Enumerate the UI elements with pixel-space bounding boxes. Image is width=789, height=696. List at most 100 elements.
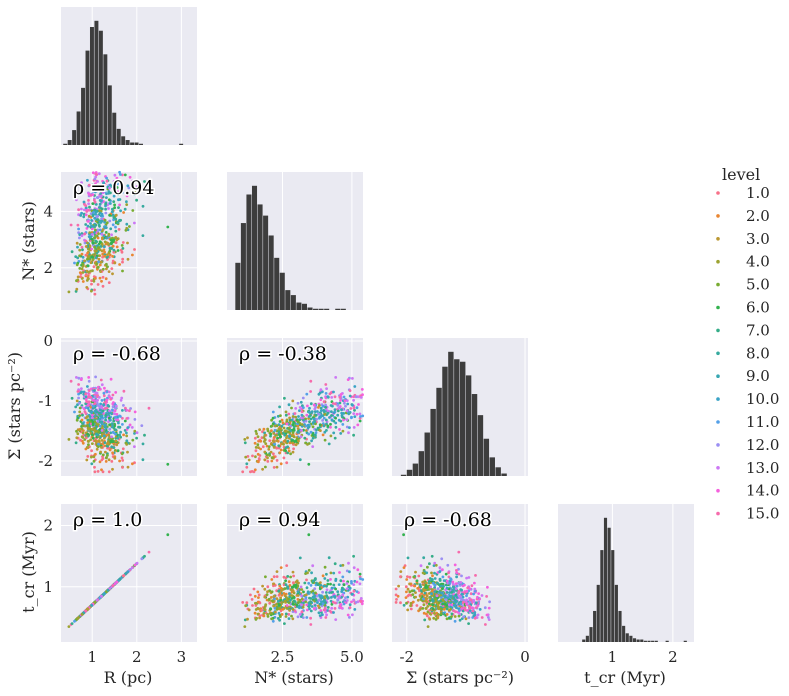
scatter-point — [414, 591, 417, 594]
scatter-point — [292, 447, 295, 451]
scatter-point — [281, 607, 285, 611]
scatter-point — [109, 202, 112, 205]
scatter-point — [431, 603, 435, 607]
scatter-point — [275, 575, 279, 578]
scatter-point — [282, 575, 286, 579]
scatter-point — [67, 290, 71, 294]
scatter-point — [328, 609, 332, 613]
scatter-point — [78, 236, 81, 240]
scatter-point — [275, 597, 279, 600]
scatter-point — [305, 616, 309, 619]
scatter-point — [422, 603, 426, 607]
hist-bar — [589, 627, 593, 642]
hist-bar — [263, 215, 269, 310]
scatter-point — [447, 571, 450, 575]
scatter-point — [331, 404, 334, 408]
scatter-point — [252, 587, 256, 591]
scatter-point — [96, 236, 100, 240]
scatter-point — [261, 467, 264, 471]
scatter-point — [358, 412, 362, 416]
scatter-point — [98, 417, 102, 421]
scatter-point — [133, 410, 137, 414]
scatter-point — [261, 584, 264, 588]
scatter-point — [445, 591, 449, 594]
hist-bar — [400, 474, 407, 476]
scatter-point — [166, 462, 170, 466]
hist-bar — [460, 361, 466, 476]
scatter-point — [460, 588, 463, 592]
hist-bar — [636, 639, 640, 642]
scatter-point — [304, 419, 308, 423]
scatter-point — [331, 600, 335, 604]
hist-bar — [683, 640, 687, 642]
scatter-point — [292, 599, 296, 603]
scatter-point — [77, 213, 80, 217]
scatter-point — [420, 591, 424, 595]
scatter-point — [460, 574, 463, 578]
scatter-point — [296, 431, 300, 434]
scatter-point — [93, 216, 97, 220]
scatter-point — [80, 613, 84, 616]
scatter-point — [321, 433, 325, 437]
scatter-point — [244, 455, 248, 459]
scatter-point — [109, 377, 113, 381]
scatter-point — [309, 616, 312, 620]
legend-label: 4.0 — [746, 253, 770, 271]
scatter-point — [103, 423, 107, 427]
scatter-point — [94, 228, 97, 232]
scatter-point — [272, 466, 276, 469]
scatter-point — [135, 198, 139, 202]
scatter-point — [334, 402, 337, 406]
scatter-point — [84, 239, 88, 243]
scatter-point — [116, 178, 119, 182]
scatter-point — [474, 606, 478, 609]
scatter-point — [122, 389, 126, 393]
scatter-point — [109, 439, 113, 443]
scatter-point — [91, 416, 94, 420]
scatter-point — [440, 557, 444, 561]
scatter-point — [313, 594, 316, 598]
scatter-point — [312, 607, 316, 610]
scatter-point — [470, 584, 474, 588]
scatter-point — [473, 581, 476, 585]
scatter-point — [112, 200, 116, 204]
hist-bar — [471, 394, 478, 476]
scatter-point — [330, 606, 334, 610]
scatter-point — [273, 597, 276, 601]
scatter-point — [96, 228, 100, 232]
scatter-point — [125, 417, 129, 420]
scatter-point — [304, 424, 308, 428]
scatter-point — [412, 575, 416, 579]
scatter-point — [96, 214, 100, 218]
scatter-point — [274, 610, 277, 614]
scatter-point — [440, 612, 443, 615]
scatter-point — [112, 180, 116, 183]
scatter-point — [110, 445, 114, 449]
scatter-point — [324, 406, 327, 409]
scatter-point — [471, 606, 474, 610]
scatter-point — [292, 603, 295, 606]
scatter-point — [147, 550, 151, 554]
scatter-point — [350, 581, 353, 585]
scatter-point — [92, 455, 96, 459]
scatter-point — [85, 210, 89, 213]
scatter-point — [426, 605, 430, 608]
hist-bar — [340, 308, 346, 310]
scatter-point — [345, 587, 349, 591]
scatter-point — [87, 440, 90, 443]
scatter-point — [86, 415, 89, 418]
scatter-point — [93, 415, 96, 418]
scatter-point — [311, 564, 315, 568]
scatter-point — [306, 426, 310, 430]
scatter-point — [87, 403, 90, 407]
scatter-point — [111, 255, 114, 258]
scatter-point — [318, 598, 321, 602]
scatter-point — [105, 267, 108, 271]
scatter-point — [81, 280, 85, 283]
scatter-point — [121, 466, 124, 469]
scatter-point — [86, 241, 89, 245]
scatter-point — [445, 607, 449, 611]
scatter-point — [405, 578, 409, 581]
scatter-point — [257, 460, 260, 464]
